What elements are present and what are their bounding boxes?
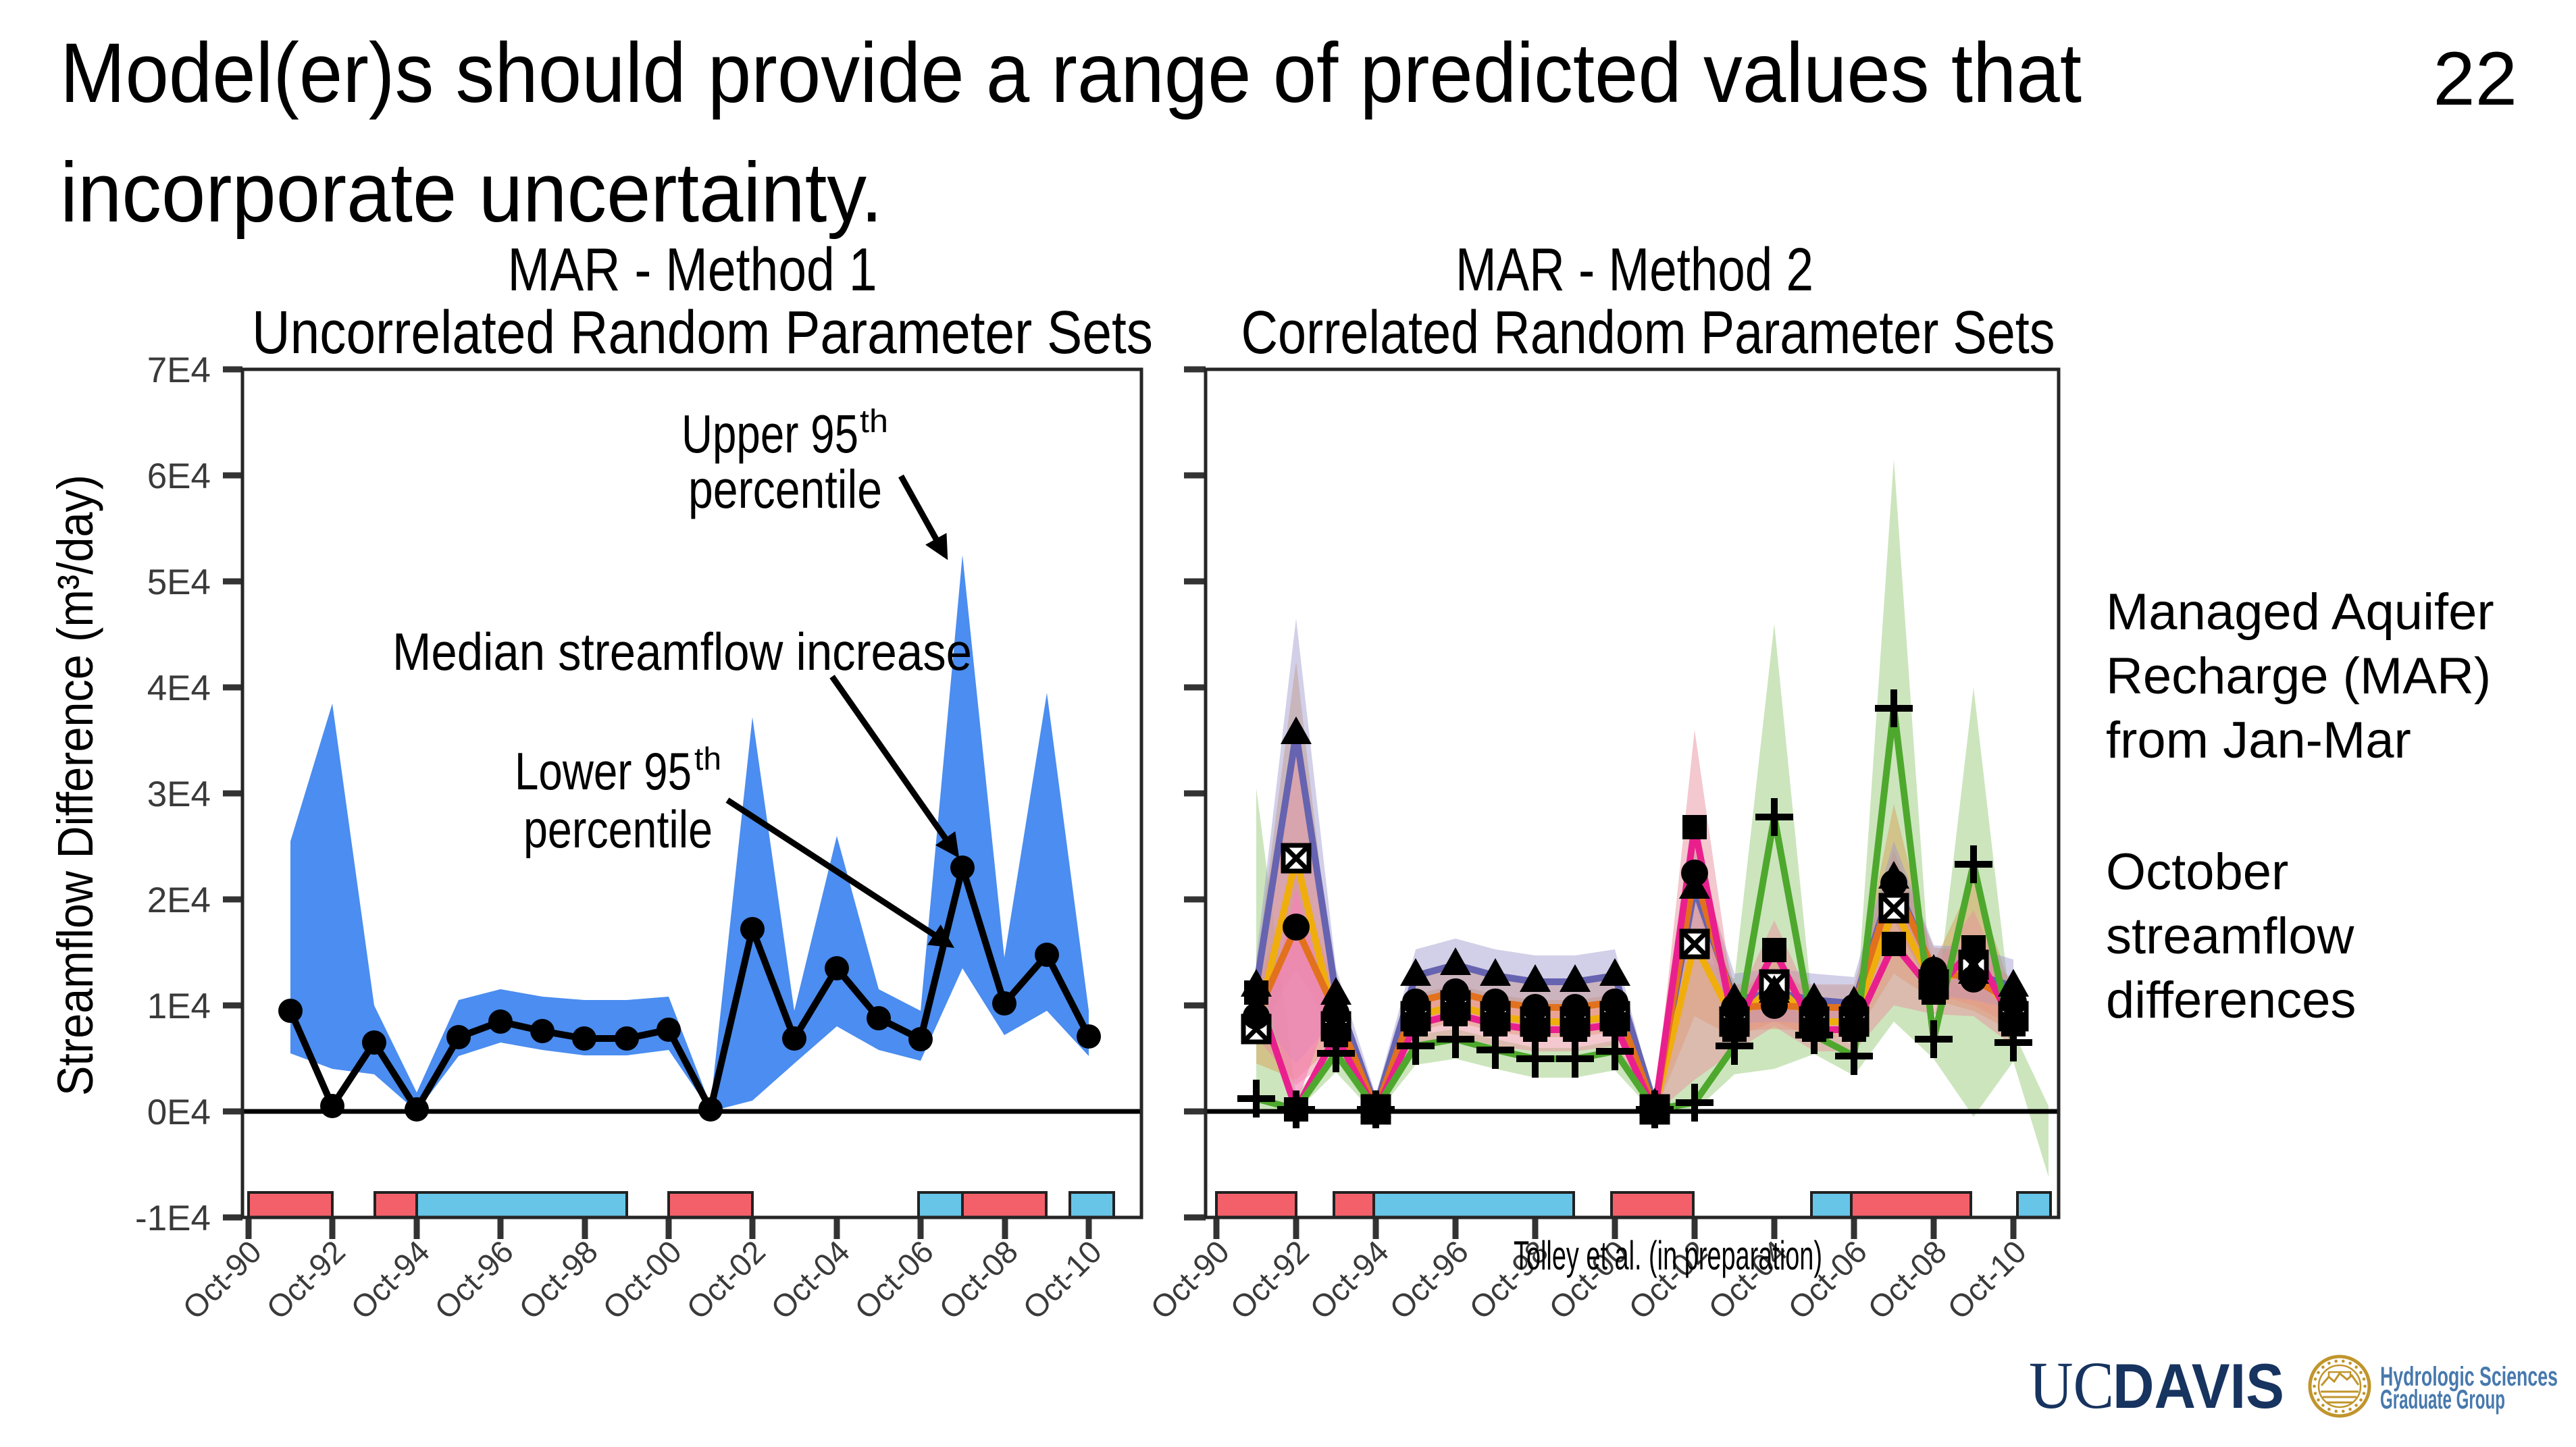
svg-text:Lower 95: Lower 95 (515, 741, 692, 801)
svg-text:incorporate uncertainty.: incorporate uncertainty. (60, 146, 883, 240)
svg-text:Hydrologic Sciences: Hydrologic Sciences (2380, 1362, 2558, 1392)
svg-text:th: th (860, 404, 888, 440)
svg-text:percentile: percentile (523, 799, 713, 859)
svg-text:0E4: 0E4 (147, 1093, 211, 1132)
svg-text:Upper 95: Upper 95 (681, 404, 858, 464)
svg-text:-1E4: -1E4 (135, 1199, 211, 1238)
svg-text:MAR - Method 1: MAR - Method 1 (508, 236, 877, 304)
svg-text:Managed Aquifer: Managed Aquifer (2106, 583, 2494, 641)
svg-text:percentile: percentile (688, 459, 882, 519)
svg-text:Streamflow Difference (m³/day): Streamflow Difference (m³/day) (47, 475, 103, 1096)
svg-text:1E4: 1E4 (147, 986, 211, 1026)
svg-text:UC: UC (2029, 1348, 2114, 1423)
svg-text:Graduate Group: Graduate Group (2380, 1385, 2505, 1415)
svg-text:Recharge (MAR): Recharge (MAR) (2106, 648, 2491, 705)
svg-text:th: th (694, 741, 721, 777)
svg-text:5E4: 5E4 (147, 562, 211, 602)
svg-text:4E4: 4E4 (147, 668, 211, 708)
svg-text:DAVIS: DAVIS (2113, 1350, 2284, 1421)
svg-text:differences: differences (2106, 972, 2356, 1029)
svg-text:Uncorrelated Random Parameter: Uncorrelated Random Parameter Sets (252, 299, 1153, 367)
svg-text:7E4: 7E4 (147, 350, 211, 390)
svg-text:Correlated Random Parameter Se: Correlated Random Parameter Sets (1241, 299, 2055, 367)
svg-text:22: 22 (2433, 36, 2517, 121)
svg-text:from Jan-Mar: from Jan-Mar (2106, 712, 2411, 769)
svg-text:Tolley et al. (in preparation): Tolley et al. (in preparation) (1514, 1233, 1822, 1278)
svg-text:Median streamflow increase: Median streamflow increase (392, 622, 972, 681)
svg-text:3E4: 3E4 (147, 774, 211, 814)
svg-text:2E4: 2E4 (147, 880, 211, 920)
svg-text:October: October (2106, 843, 2288, 901)
svg-text:MAR - Method 2: MAR - Method 2 (1456, 236, 1813, 304)
svg-text:6E4: 6E4 (147, 456, 211, 496)
svg-text:Model(er)s should provide a ra: Model(er)s should provide a range of pre… (60, 26, 2082, 120)
svg-text:streamflow: streamflow (2106, 907, 2355, 965)
